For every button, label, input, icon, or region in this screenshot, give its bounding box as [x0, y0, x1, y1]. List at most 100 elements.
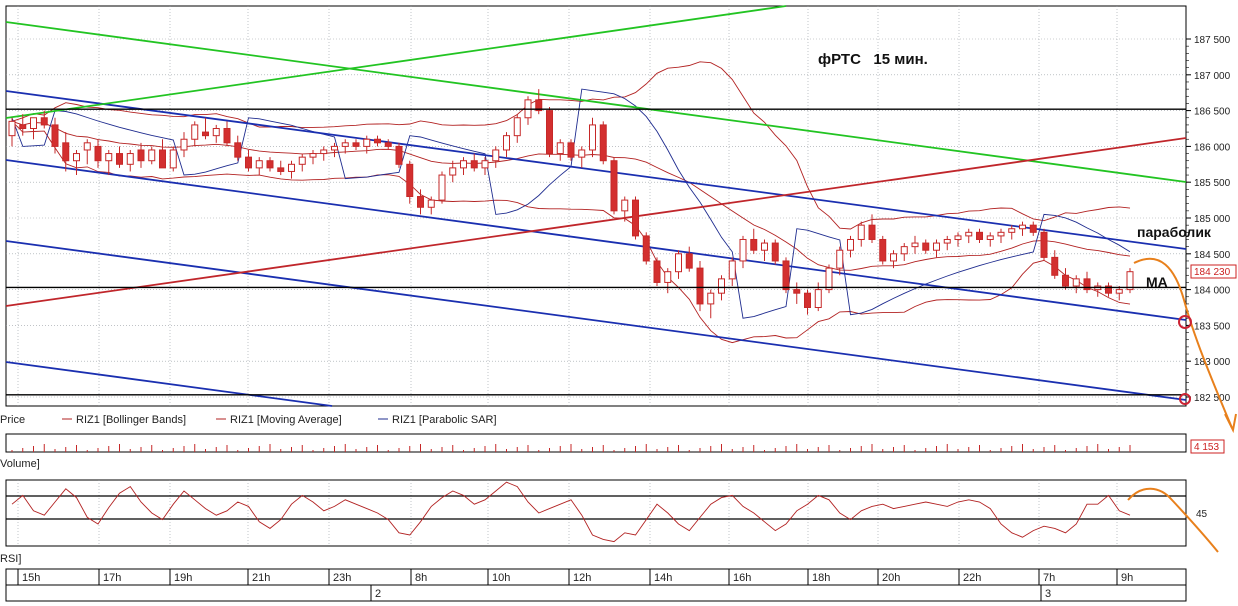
hour-tick-label: 9h: [1121, 572, 1133, 584]
red-up-line: [5, 137, 1187, 307]
candle: [427, 196, 435, 215]
candle-body-down: [1051, 256, 1059, 276]
candle: [40, 110, 48, 129]
candle: [599, 121, 607, 165]
candle: [535, 89, 543, 115]
green-up-line: [5, 5, 787, 119]
candle-body-up: [83, 142, 91, 151]
volume-last-box: [1190, 439, 1225, 454]
candle: [1115, 286, 1123, 301]
candle-body-down: [653, 260, 661, 283]
horizontal-levels: [6, 108, 1186, 396]
candle: [675, 250, 682, 279]
time-axis: 15h 17h 19h 21h 23h 8h 10h 12h 14h 16h 18h 20h 22h 7h…: [5, 568, 1187, 602]
candle: [384, 139, 392, 150]
price-tick-label: 186 500: [1194, 107, 1231, 118]
price-pane: 182 500 183 000 183 500 184 000 184 500 185 0…: [5, 5, 1237, 407]
candle: [492, 146, 500, 168]
candle-body-down: [223, 128, 231, 144]
candle-body-up: [438, 174, 446, 201]
channel-bottom: [5, 361, 333, 407]
chart-title: фРТС 15 мин.: [818, 51, 928, 68]
price-tick-label: 186 000: [1194, 142, 1231, 153]
candle-body-up: [825, 267, 833, 291]
candle: [19, 114, 27, 136]
candle: [976, 228, 983, 244]
candle: [395, 142, 403, 168]
forecast-arrowhead-price: [1224, 413, 1237, 434]
candle: [642, 232, 650, 265]
hour-tick-label: 22h: [963, 572, 981, 584]
candle-body-up: [341, 142, 349, 147]
candle-body-up: [331, 145, 338, 151]
candle-body-down: [546, 110, 553, 155]
candle: [363, 135, 371, 154]
candle: [406, 160, 414, 204]
candle: [62, 132, 70, 172]
legend: Price RIZ1 [Bollinger Bands] RIZ1 [Movin…: [0, 414, 497, 426]
candle: [320, 146, 328, 161]
candle-body-down: [202, 131, 209, 137]
day-tick-label: 2: [375, 588, 381, 600]
candle-body-up: [675, 253, 682, 273]
candle-body-down: [395, 145, 403, 165]
candle: [255, 157, 263, 176]
candle-body-up: [148, 149, 156, 162]
candle: [202, 117, 209, 140]
candle-body-down: [976, 231, 983, 240]
annotation-parabolic: параболик: [1137, 224, 1212, 240]
candle-body-up: [965, 231, 973, 237]
price-tick-label: 187 500: [1194, 35, 1231, 46]
candle-body-up: [481, 160, 489, 169]
candle-body-down: [1029, 224, 1037, 233]
candle: [352, 139, 360, 150]
candle: [632, 196, 639, 240]
candle: [341, 139, 349, 154]
candle: [728, 257, 736, 287]
day-tick-label: 3: [1045, 588, 1051, 600]
price-tick-label: 187 000: [1194, 71, 1231, 82]
hour-tick-label: 21h: [252, 572, 270, 584]
candle-body-down: [782, 260, 790, 291]
candle-body-up: [1008, 228, 1016, 233]
hour-tick-label: 16h: [733, 572, 751, 584]
candle: [589, 117, 596, 158]
candle-body-up: [890, 253, 897, 262]
candle-body-up: [8, 120, 16, 137]
vertical-grid: [17, 6, 1118, 406]
candle: [954, 232, 962, 247]
candle-body-up: [191, 124, 199, 140]
candle-body-down: [417, 196, 424, 208]
candle-body-down: [1083, 278, 1091, 291]
candle-body-down: [642, 235, 650, 262]
candle-body-down: [1040, 231, 1048, 258]
candle: [288, 160, 295, 179]
candle: [30, 117, 37, 140]
candle: [900, 243, 908, 261]
candle: [180, 132, 188, 158]
candle-body-up: [933, 242, 940, 251]
rsi-line: [11, 481, 1131, 543]
channel-lower: [5, 240, 1187, 401]
candle-body-down: [804, 292, 811, 308]
forecast-curve-rsi: [1127, 487, 1219, 553]
last-price-label: 184 230: [1194, 267, 1231, 278]
candle-body-up: [578, 149, 586, 158]
candle: [868, 214, 876, 244]
candle: [707, 289, 715, 319]
candle: [836, 246, 844, 276]
candle-body-down: [599, 124, 607, 162]
candle-body-down: [750, 238, 758, 251]
candle: [223, 121, 231, 147]
candle-body-down: [352, 142, 360, 147]
candle: [578, 146, 586, 168]
candle-body-up: [427, 199, 435, 208]
rsi-pane: 45 RSI]: [0, 479, 1208, 565]
candle-body-down: [567, 142, 575, 158]
candle: [1008, 225, 1016, 240]
legend-ma: RIZ1 [Moving Average]: [230, 414, 342, 426]
candle: [417, 189, 424, 215]
candle-body-down: [793, 289, 801, 294]
price-tick-label: 183 000: [1194, 357, 1231, 368]
